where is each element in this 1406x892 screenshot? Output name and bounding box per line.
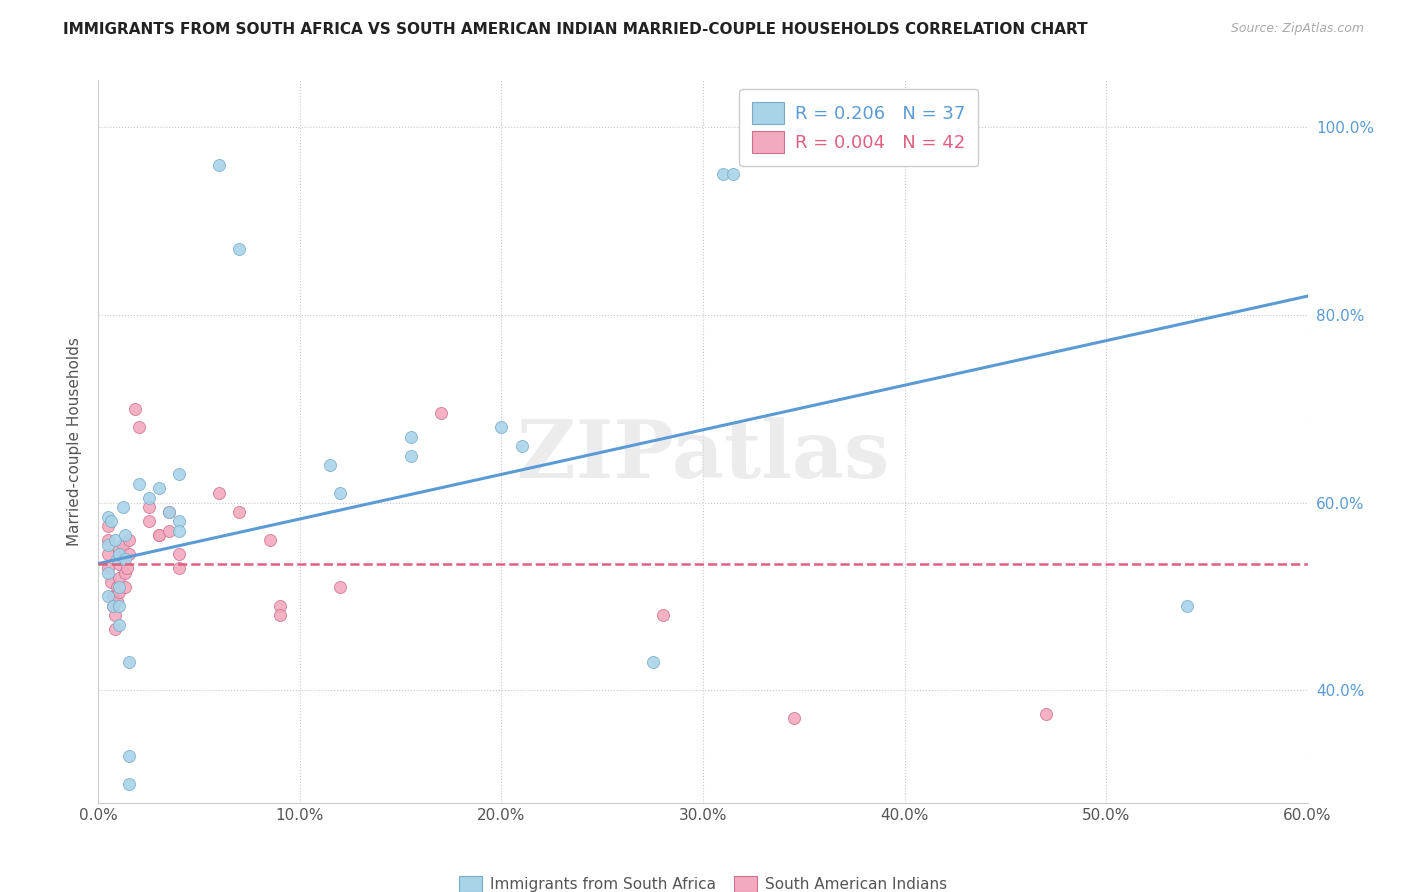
Point (107, 617, 129, 632)
Point (269, 608, 291, 623)
Point (97, 547, 120, 561)
Point (97, 566, 120, 580)
Point (124, 401, 146, 416)
Point (399, 430, 422, 444)
Point (1175, 599, 1198, 613)
Point (157, 505, 180, 519)
Point (97, 533, 120, 547)
Point (118, 655, 141, 669)
Point (208, 158, 231, 172)
Point (228, 242, 250, 256)
Point (128, 420, 150, 434)
Text: ZIPatlas: ZIPatlas (517, 417, 889, 495)
Point (118, 777, 141, 791)
Point (138, 514, 160, 528)
Point (118, 547, 141, 561)
Point (510, 439, 533, 453)
Point (319, 458, 342, 472)
Y-axis label: Married-couple Households: Married-couple Households (67, 337, 83, 546)
Point (651, 608, 673, 623)
Point (100, 514, 122, 528)
Point (269, 599, 291, 613)
Point (167, 524, 190, 538)
Point (329, 580, 352, 594)
Point (128, 476, 150, 491)
Point (783, 711, 806, 725)
Point (107, 557, 129, 571)
Point (399, 449, 422, 463)
Point (111, 500, 134, 515)
Point (107, 599, 129, 613)
Point (148, 528, 170, 542)
Point (114, 566, 136, 580)
Point (111, 538, 134, 552)
Point (641, 655, 664, 669)
Point (1035, 706, 1057, 721)
Point (103, 533, 125, 547)
Point (97, 509, 120, 524)
Point (105, 580, 128, 594)
Point (430, 406, 453, 420)
Point (97, 561, 120, 575)
Point (97, 538, 120, 552)
Point (103, 622, 125, 636)
Point (101, 599, 124, 613)
Point (711, 167, 734, 181)
Point (138, 500, 160, 515)
Point (167, 561, 190, 575)
Point (228, 505, 250, 519)
Point (491, 420, 513, 434)
Point (114, 528, 136, 542)
Point (118, 748, 141, 763)
Point (101, 590, 124, 604)
Point (101, 599, 124, 613)
Point (107, 571, 129, 585)
Point (114, 580, 136, 594)
Point (115, 561, 138, 575)
Point (97, 519, 120, 533)
Point (208, 486, 231, 500)
Point (167, 547, 190, 561)
Point (118, 533, 141, 547)
Point (107, 547, 129, 561)
Point (100, 575, 122, 590)
Point (97, 590, 120, 604)
Point (148, 528, 170, 542)
Point (148, 482, 170, 496)
Text: IMMIGRANTS FROM SOUTH AFRICA VS SOUTH AMERICAN INDIAN MARRIED-COUPLE HOUSEHOLDS : IMMIGRANTS FROM SOUTH AFRICA VS SOUTH AM… (63, 22, 1088, 37)
Point (107, 580, 129, 594)
Point (107, 542, 129, 557)
Point (105, 551, 128, 566)
Point (138, 491, 160, 505)
Point (157, 505, 180, 519)
Point (107, 584, 129, 599)
Point (103, 608, 125, 623)
Point (167, 514, 190, 528)
Point (329, 486, 352, 500)
Legend: Immigrants from South Africa, South American Indians: Immigrants from South Africa, South Amer… (451, 868, 955, 892)
Point (259, 533, 281, 547)
Point (167, 467, 190, 482)
Point (723, 167, 745, 181)
Point (114, 551, 136, 566)
Point (111, 551, 134, 566)
Text: Source: ZipAtlas.com: Source: ZipAtlas.com (1230, 22, 1364, 36)
Point (157, 524, 180, 538)
Point (105, 594, 128, 608)
